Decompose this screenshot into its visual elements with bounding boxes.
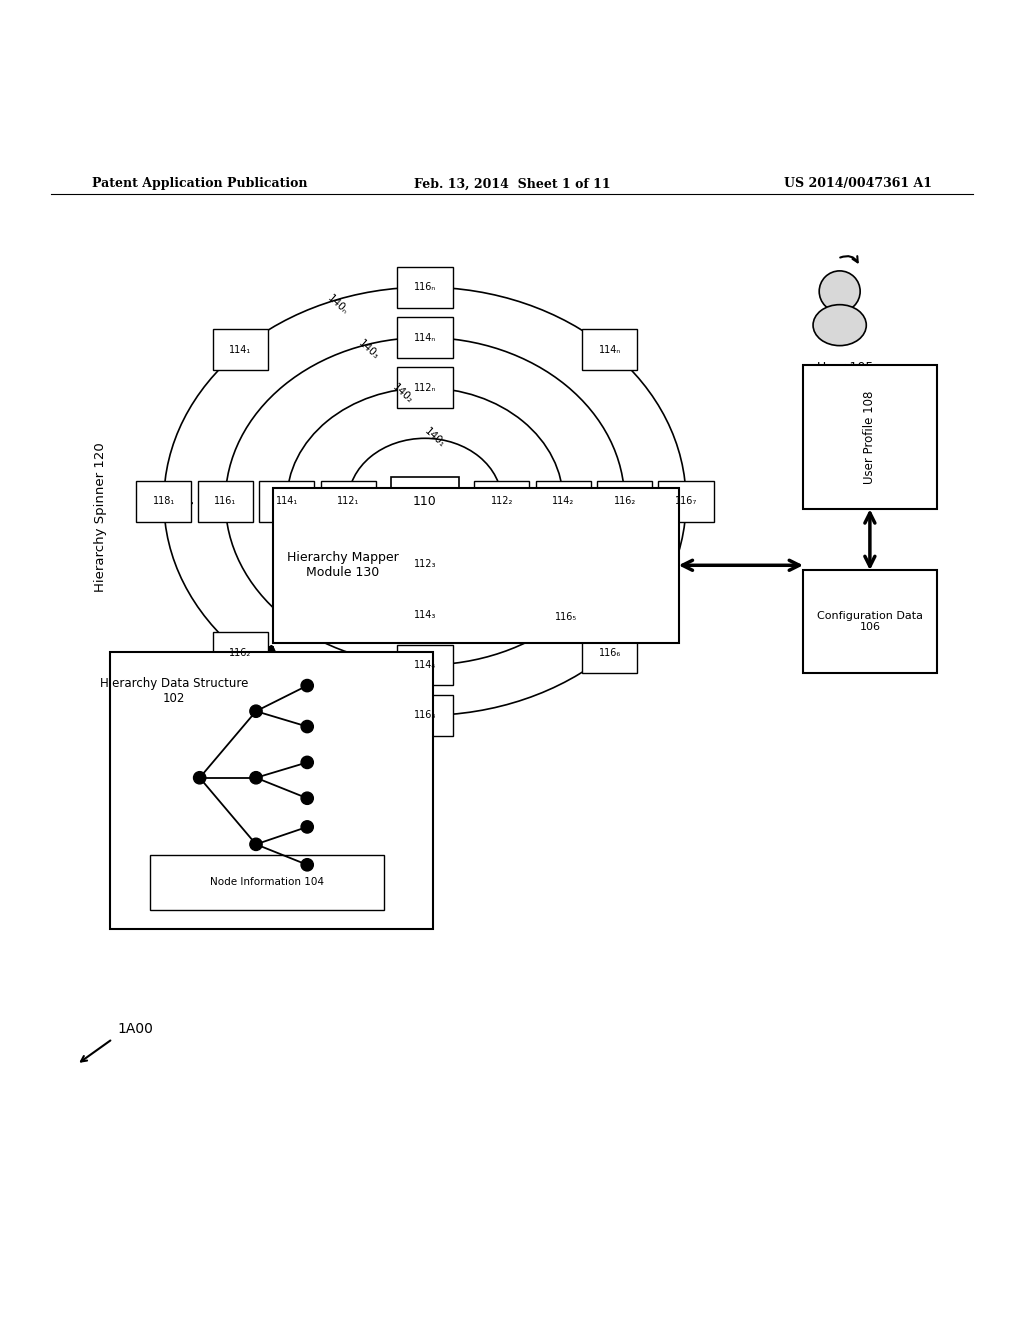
FancyBboxPatch shape xyxy=(259,480,314,521)
FancyBboxPatch shape xyxy=(391,477,459,525)
FancyBboxPatch shape xyxy=(136,480,191,521)
Text: 112ₙ: 112ₙ xyxy=(414,383,436,393)
FancyBboxPatch shape xyxy=(397,544,453,585)
FancyBboxPatch shape xyxy=(198,480,253,521)
FancyBboxPatch shape xyxy=(397,694,453,735)
Text: Node Information 104: Node Information 104 xyxy=(210,878,324,887)
Text: 116₂: 116₂ xyxy=(229,648,252,657)
Text: 1A00: 1A00 xyxy=(118,1022,154,1036)
Circle shape xyxy=(301,858,313,871)
FancyBboxPatch shape xyxy=(582,330,637,371)
Text: 114ₙ: 114ₙ xyxy=(414,333,436,343)
Text: Hierarchy Mapper
Module 130: Hierarchy Mapper Module 130 xyxy=(287,552,399,579)
FancyBboxPatch shape xyxy=(803,366,937,510)
FancyBboxPatch shape xyxy=(397,317,453,358)
Circle shape xyxy=(301,821,313,833)
Text: 116₃: 116₃ xyxy=(414,710,436,721)
FancyBboxPatch shape xyxy=(213,330,268,371)
Text: 114₂: 114₂ xyxy=(552,496,574,507)
Circle shape xyxy=(301,721,313,733)
Circle shape xyxy=(250,705,262,717)
FancyBboxPatch shape xyxy=(803,570,937,673)
FancyBboxPatch shape xyxy=(397,367,453,408)
Text: 114ₙ: 114ₙ xyxy=(598,345,621,355)
Text: User 105: User 105 xyxy=(816,360,873,374)
Circle shape xyxy=(250,838,262,850)
FancyBboxPatch shape xyxy=(658,480,714,521)
Text: US 2014/0047361 A1: US 2014/0047361 A1 xyxy=(783,177,932,190)
FancyBboxPatch shape xyxy=(110,652,433,929)
Text: 116₁: 116₁ xyxy=(214,496,237,507)
FancyBboxPatch shape xyxy=(597,480,652,521)
FancyBboxPatch shape xyxy=(536,480,591,521)
Text: Hierarchy Spinner 120: Hierarchy Spinner 120 xyxy=(94,442,106,591)
Text: 140ₙ: 140ₙ xyxy=(326,293,350,317)
Text: Patent Application Publication: Patent Application Publication xyxy=(92,177,307,190)
Text: 116ₙ: 116ₙ xyxy=(414,282,436,292)
Text: 114₄: 114₄ xyxy=(414,660,436,671)
FancyBboxPatch shape xyxy=(213,632,268,673)
Circle shape xyxy=(301,680,313,692)
Text: 112₁: 112₁ xyxy=(337,496,359,507)
Text: Configuration Data
106: Configuration Data 106 xyxy=(817,611,923,632)
Circle shape xyxy=(250,772,262,784)
FancyBboxPatch shape xyxy=(539,597,594,638)
Text: Feb. 13, 2014  Sheet 1 of 11: Feb. 13, 2014 Sheet 1 of 11 xyxy=(414,177,610,190)
Text: 114₃: 114₃ xyxy=(414,610,436,619)
Text: 116₆: 116₆ xyxy=(598,648,621,657)
Circle shape xyxy=(301,756,313,768)
FancyBboxPatch shape xyxy=(273,488,679,643)
Text: User Profile 108: User Profile 108 xyxy=(863,391,877,484)
Text: Hierarchy Data Structure
102: Hierarchy Data Structure 102 xyxy=(100,677,248,705)
Text: 114₁: 114₁ xyxy=(229,345,252,355)
Text: 116₂: 116₂ xyxy=(613,496,636,507)
Text: 112₃: 112₃ xyxy=(414,560,436,569)
Text: 140₁: 140₁ xyxy=(423,426,447,450)
Text: 116₅: 116₅ xyxy=(555,612,578,622)
Text: FIG. 1A: FIG. 1A xyxy=(855,636,937,653)
Text: 140₂: 140₂ xyxy=(390,381,415,405)
FancyBboxPatch shape xyxy=(321,480,376,521)
Circle shape xyxy=(301,792,313,804)
Text: 116₇: 116₇ xyxy=(675,496,697,507)
Text: 110: 110 xyxy=(413,495,437,508)
FancyBboxPatch shape xyxy=(397,267,453,308)
FancyBboxPatch shape xyxy=(150,854,384,909)
Text: 140₃: 140₃ xyxy=(356,338,381,362)
Circle shape xyxy=(194,772,206,784)
FancyBboxPatch shape xyxy=(582,632,637,673)
Text: 118₁: 118₁ xyxy=(153,496,175,507)
FancyBboxPatch shape xyxy=(397,594,453,635)
Ellipse shape xyxy=(813,305,866,346)
FancyBboxPatch shape xyxy=(397,644,453,685)
Text: 112₂: 112₂ xyxy=(490,496,513,507)
Circle shape xyxy=(819,271,860,312)
Text: 114₁: 114₁ xyxy=(275,496,298,507)
FancyBboxPatch shape xyxy=(474,480,529,521)
